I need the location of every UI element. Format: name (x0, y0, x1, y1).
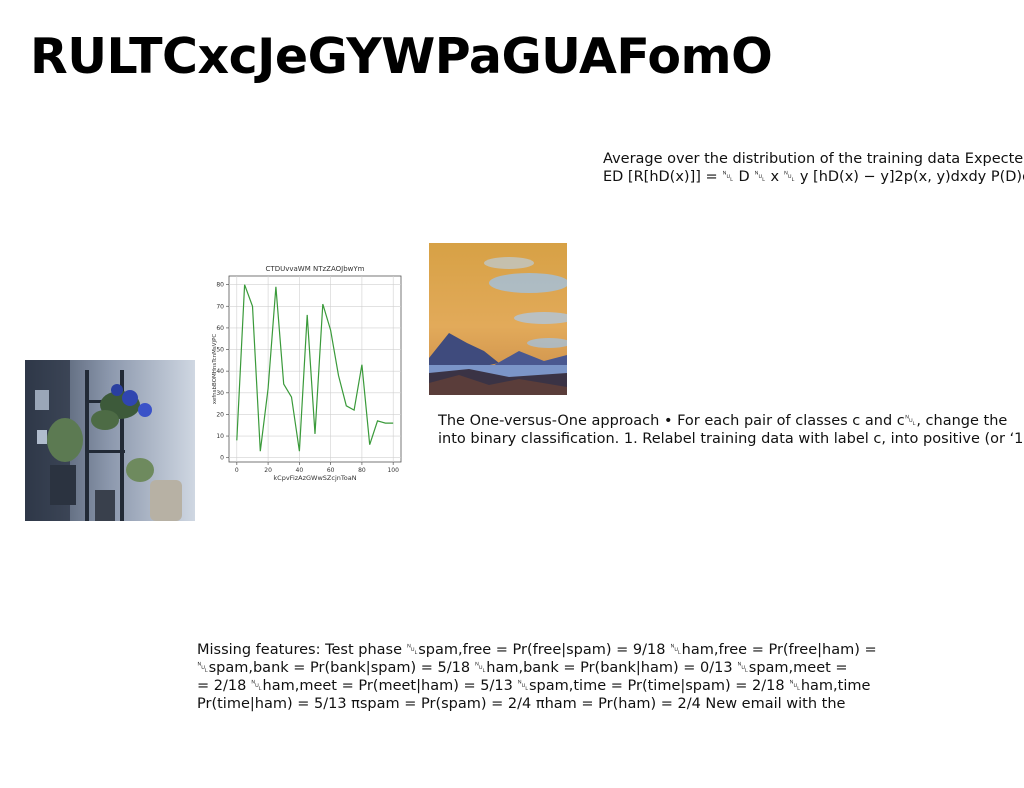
text-line: = 2/18 ␀ham,meet = Pr(meet|ham) = 5/13 ␀… (197, 678, 871, 694)
text-line: into binary classification. 1. Relabel t… (438, 431, 1024, 447)
text-line: ED [R[hD(x)]] = ␀ D ␀ x ␀ y [hD(x) − y]2… (603, 169, 1024, 185)
x-tick-label: 40 (296, 467, 304, 474)
y-tick-label: 70 (216, 303, 224, 310)
x-tick-label: 0 (235, 467, 239, 474)
y-tick-label: 80 (216, 282, 224, 289)
chart-title: CTDUvvaWM NTzZAOJbwYm (266, 265, 365, 273)
text-block-expected-error: Average over the distribution of the tra… (603, 150, 1024, 186)
x-tick-label: 100 (387, 467, 399, 474)
x-tick-label: 60 (327, 467, 335, 474)
y-axis-label: xefnsbBOMHnsTcnMsVjPC (212, 334, 218, 405)
x-tick-label: 20 (264, 467, 272, 474)
landscape-photo (429, 243, 567, 395)
y-tick-label: 0 (220, 455, 224, 462)
text-line: Missing features: Test phase ␀spam,free … (197, 642, 877, 658)
series-line (236, 284, 394, 452)
text-line: Average over the distribution of the tra… (603, 151, 1024, 167)
y-tick-label: 20 (216, 411, 224, 418)
text-line: Pr(time|ham) = 5/13 πspam = Pr(spam) = 2… (197, 696, 846, 712)
plot-area (228, 275, 402, 463)
line-chart-svg: 0 20 40 60 80 100 0 10 20 30 40 50 60 70 80 CTDUvvaWM N… (212, 265, 402, 482)
text-line: ␀spam,bank = Pr(bank|spam) = 5/18 ␀ham,b… (197, 660, 848, 676)
line-chart: 0 20 40 60 80 100 0 10 20 30 40 50 60 70 80 CTDUvvaWM N… (205, 260, 410, 485)
x-axis-label: kCpvFizAzGWwSZcjnToaN (273, 474, 356, 482)
text-block-one-vs-one: The One-versus-One approach • For each p… (438, 412, 1024, 448)
slide-title: RULTCxcJeGYWPaGUAFomO (30, 28, 773, 85)
y-tick-label: 50 (216, 347, 224, 354)
x-tick-label: 80 (358, 467, 366, 474)
y-tick-label: 30 (216, 390, 224, 397)
plants-photo (25, 360, 195, 521)
text-block-missing-features: Missing features: Test phase ␀spam,free … (197, 641, 877, 713)
y-tick-label: 10 (216, 433, 224, 440)
y-tick-label: 60 (216, 325, 224, 332)
y-tick-label: 40 (216, 368, 224, 375)
text-line: The One-versus-One approach • For each p… (438, 413, 1008, 429)
